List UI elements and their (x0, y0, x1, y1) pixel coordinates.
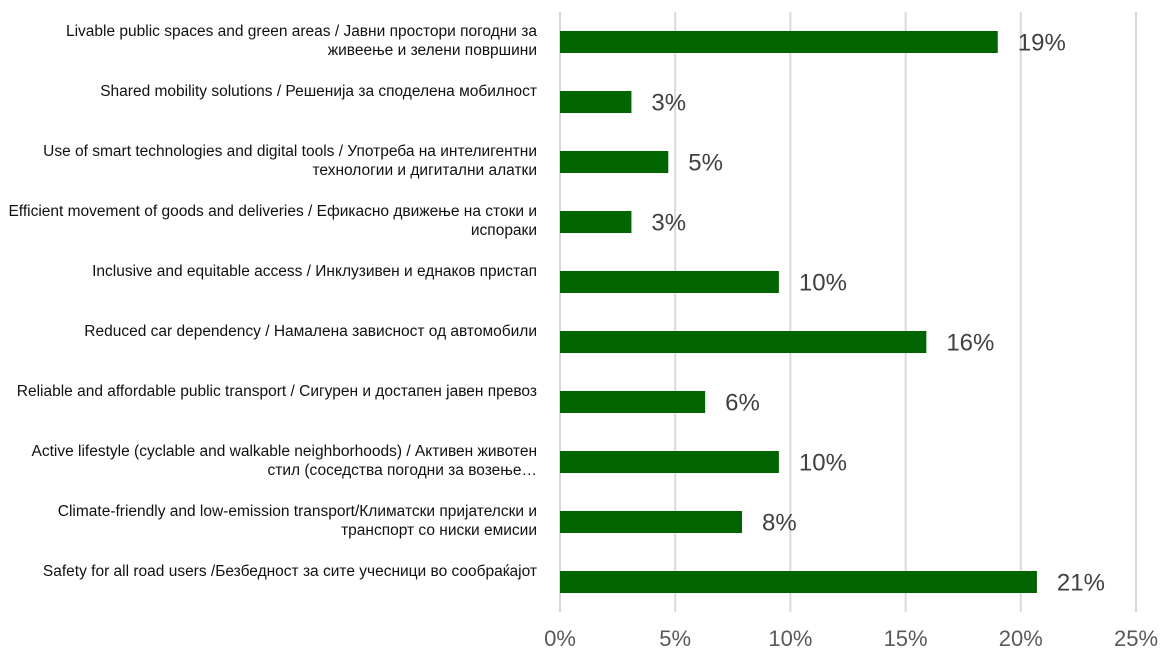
bar (560, 331, 927, 353)
data-label: 3% (651, 89, 686, 116)
bar (560, 151, 669, 173)
y-tick-label: Inclusive and equitable access / Инклузи… (92, 263, 537, 280)
y-tick-label: Reduced car dependency / Намалена зависн… (84, 323, 537, 340)
x-tick-label: 5% (659, 626, 691, 651)
x-tick-label: 15% (884, 626, 928, 651)
y-tick-label: Use of smart technologies and digital to… (43, 143, 537, 179)
x-tick-label: 10% (768, 626, 812, 651)
data-label: 6% (725, 389, 760, 416)
y-tick-label: Climate-friendly and low-emission transp… (57, 503, 537, 539)
y-tick-label: Efficient movement of goods and deliveri… (8, 203, 537, 239)
data-label: 19% (1018, 29, 1066, 56)
x-tick-label: 25% (1114, 626, 1158, 651)
data-label: 10% (799, 449, 847, 476)
data-label: 10% (799, 269, 847, 296)
y-tick-label: Safety for all road users /Безбедност за… (42, 563, 537, 580)
data-label: 21% (1057, 569, 1105, 596)
data-label: 16% (946, 329, 994, 356)
bar (560, 31, 998, 53)
x-tick-label: 0% (544, 626, 576, 651)
data-label: 8% (762, 509, 797, 536)
data-label: 5% (688, 149, 723, 176)
data-label: 3% (651, 209, 686, 236)
bar (560, 451, 779, 473)
bar (560, 571, 1037, 593)
y-tick-label: Shared mobility solutions / Решенија за … (100, 83, 537, 100)
y-tick-label: Livable public spaces and green areas / … (65, 23, 537, 59)
bar (560, 511, 743, 533)
bar (560, 271, 779, 293)
bar (560, 91, 632, 113)
bar (560, 211, 632, 233)
y-tick-label: Reliable and affordable public transport… (16, 383, 537, 400)
y-tick-label: Active lifestyle (cyclable and walkable … (31, 443, 537, 479)
x-tick-label: 20% (999, 626, 1043, 651)
bar (560, 391, 706, 413)
